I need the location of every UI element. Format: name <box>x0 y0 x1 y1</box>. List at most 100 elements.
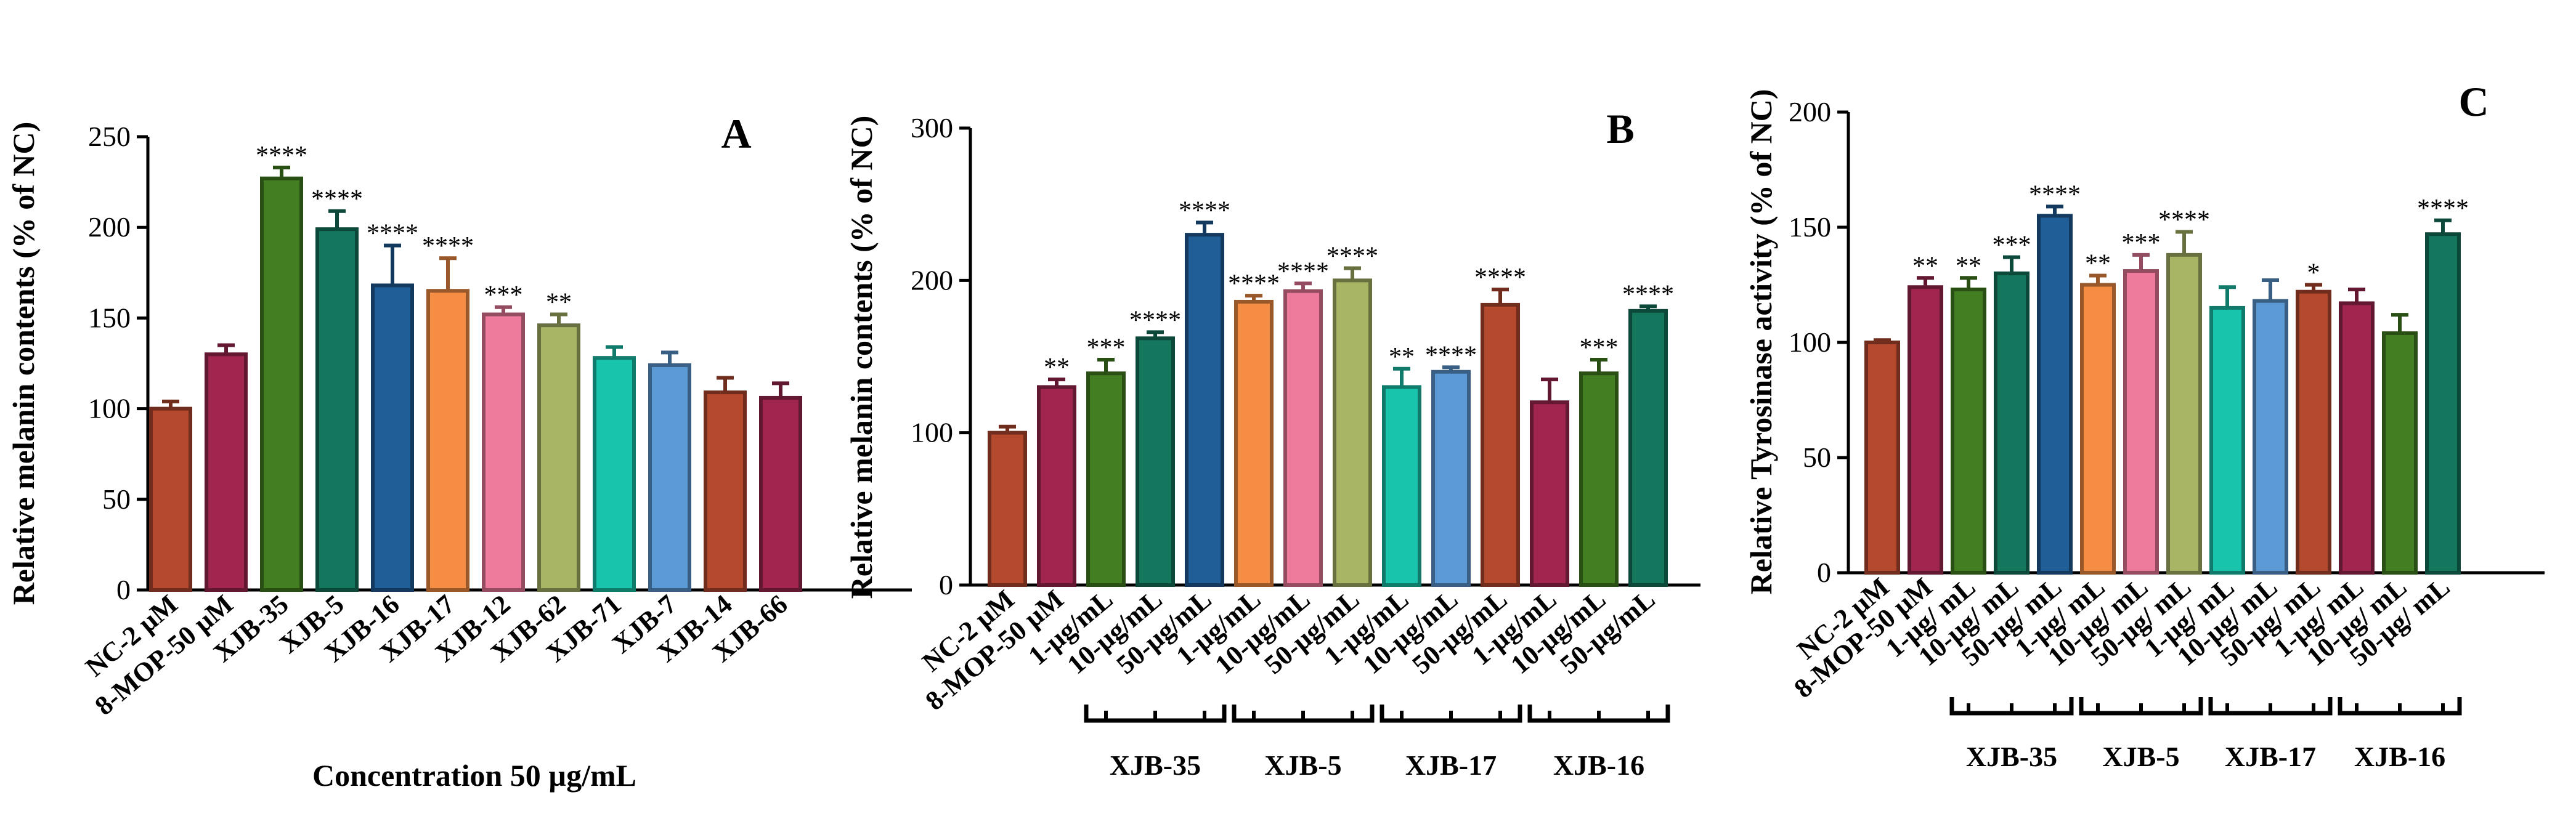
bar <box>2339 301 2375 575</box>
bar <box>1037 385 1076 587</box>
bar <box>149 406 192 592</box>
significance-label: ** <box>546 289 572 317</box>
bar <box>260 176 303 592</box>
bar <box>1530 400 1569 587</box>
significance-label: **** <box>2417 195 2469 223</box>
bar <box>1951 287 1986 575</box>
y-tick-label: 50 <box>1803 442 1831 473</box>
bar <box>2296 289 2331 575</box>
bar <box>371 283 414 592</box>
significance-label: *** <box>1580 334 1619 362</box>
significance-label: **** <box>367 220 418 248</box>
bar <box>2037 214 2073 575</box>
bar <box>759 395 802 592</box>
bar <box>1864 341 1900 575</box>
y-axis-title: Relative melanin contents (% of NC) <box>844 116 879 599</box>
significance-label: **** <box>422 232 474 261</box>
y-tick-label: 0 <box>116 574 131 605</box>
y-tick-label: 150 <box>88 302 131 333</box>
significance-label: ** <box>1389 343 1415 371</box>
y-tick-label: 100 <box>88 393 131 424</box>
y-tick-label: 100 <box>911 417 953 448</box>
significance-label: **** <box>1622 280 1674 309</box>
panel-letter: C <box>2458 78 2489 125</box>
bar <box>1908 285 1943 575</box>
bar <box>537 323 580 592</box>
group-label: XJB-17 <box>2225 741 2316 772</box>
significance-label: ** <box>1956 252 1981 280</box>
bar <box>2382 331 2418 575</box>
panel-letter: A <box>721 110 751 157</box>
bar <box>1481 302 1520 587</box>
bar <box>426 289 469 592</box>
y-axis-title: Relative melanin contents (% of NC) <box>6 122 41 605</box>
y-tick-label: 50 <box>102 483 131 515</box>
significance-label: *** <box>2122 229 2161 257</box>
x-axis-title: Concentration 50 µg/mL <box>312 758 636 793</box>
y-tick-label: 0 <box>939 569 953 600</box>
bar <box>2209 305 2245 575</box>
significance-label: **** <box>1228 270 1280 298</box>
y-axis-title: Relative Tyrosinase activity (% of NC) <box>1744 89 1778 595</box>
bar <box>1086 371 1126 587</box>
bar <box>1431 370 1471 587</box>
y-tick-label: 200 <box>88 211 131 243</box>
bar <box>1283 289 1323 587</box>
group-label: XJB-16 <box>2354 741 2445 772</box>
group-label: XJB-5 <box>2102 741 2179 772</box>
significance-label: **** <box>1129 306 1181 334</box>
bar <box>2123 269 2159 575</box>
group-label: XJB-16 <box>1553 749 1644 781</box>
significance-label: **** <box>1277 257 1329 286</box>
significance-label: **** <box>1425 341 1477 370</box>
panel-a: 0 50 100 150 200 250 Relative melanin contents… <box>6 110 912 793</box>
significance-label: ** <box>2085 250 2111 278</box>
significance-label: ** <box>1912 252 1938 280</box>
bar <box>2425 232 2461 575</box>
group-label: XJB-5 <box>1264 749 1341 781</box>
y-tick-label: 300 <box>911 112 953 143</box>
bar <box>1234 299 1274 587</box>
bar <box>2166 252 2202 575</box>
significance-label: *** <box>1993 232 2031 260</box>
group-label: XJB-35 <box>1966 741 2057 772</box>
significance-label: **** <box>2029 180 2081 209</box>
bar <box>1628 309 1668 587</box>
significance-label: *** <box>484 281 523 310</box>
bar <box>704 390 747 592</box>
group-label: XJB-17 <box>1405 749 1497 781</box>
y-tick-label: 150 <box>1789 211 1831 243</box>
y-tick-label: 200 <box>1789 96 1831 127</box>
panel-b: 0 100 200 300 Relative melanin contents (% o… <box>844 105 1700 781</box>
bar <box>648 363 691 592</box>
significance-label: **** <box>1327 243 1378 271</box>
bar <box>2253 299 2288 575</box>
y-tick-label: 100 <box>1789 326 1831 358</box>
bar <box>988 430 1027 588</box>
significance-label: * <box>2307 259 2320 288</box>
bar <box>1994 271 2030 575</box>
y-tick-label: 250 <box>88 121 131 152</box>
y-tick-label: 0 <box>1817 557 1831 588</box>
significance-label: **** <box>1179 196 1230 225</box>
bar <box>1382 385 1421 587</box>
bar <box>315 227 359 592</box>
significance-label: *** <box>1087 334 1126 362</box>
panel-letter: B <box>1606 105 1634 152</box>
bar <box>1136 336 1175 587</box>
bar <box>1185 233 1224 587</box>
bar <box>482 312 525 592</box>
bar <box>2080 283 2116 575</box>
bar <box>1333 278 1372 587</box>
bar <box>205 352 248 592</box>
significance-label: **** <box>256 142 307 170</box>
bar <box>593 356 636 592</box>
panel-c: 0 50 100 150 200 Relative Tyrosinase activity… <box>1744 78 2545 772</box>
significance-label: **** <box>2158 206 2210 234</box>
group-label: XJB-35 <box>1110 749 1201 781</box>
significance-label: **** <box>1474 264 1526 292</box>
significance-label: **** <box>311 185 363 214</box>
bar <box>1579 371 1619 587</box>
y-tick-label: 200 <box>911 264 953 296</box>
